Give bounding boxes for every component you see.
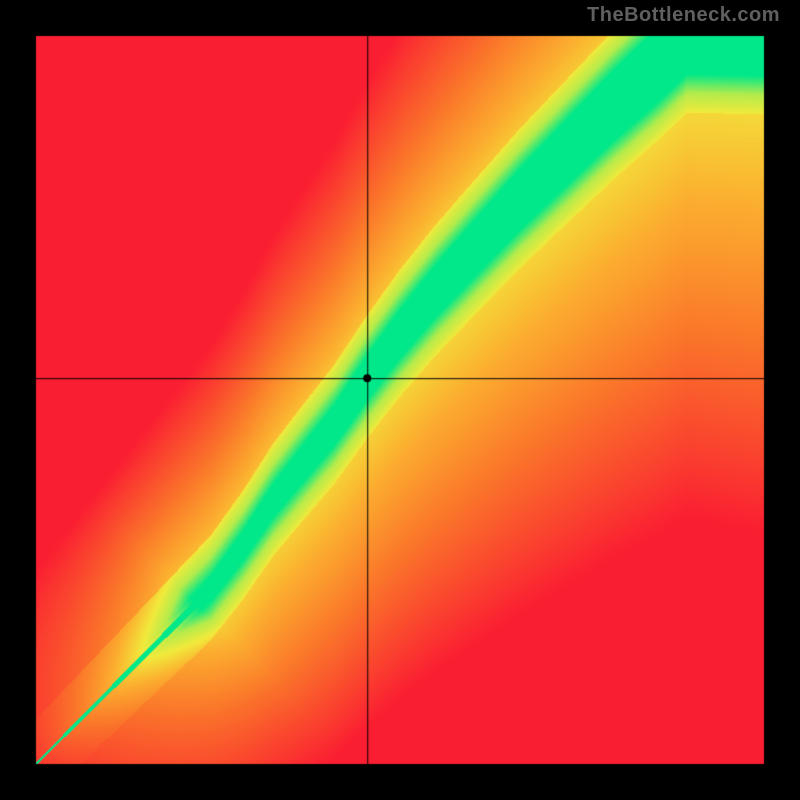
watermark-text: TheBottleneck.com xyxy=(587,4,780,27)
chart-container: TheBottleneck.com xyxy=(0,0,800,800)
bottleneck-heatmap xyxy=(0,0,800,800)
